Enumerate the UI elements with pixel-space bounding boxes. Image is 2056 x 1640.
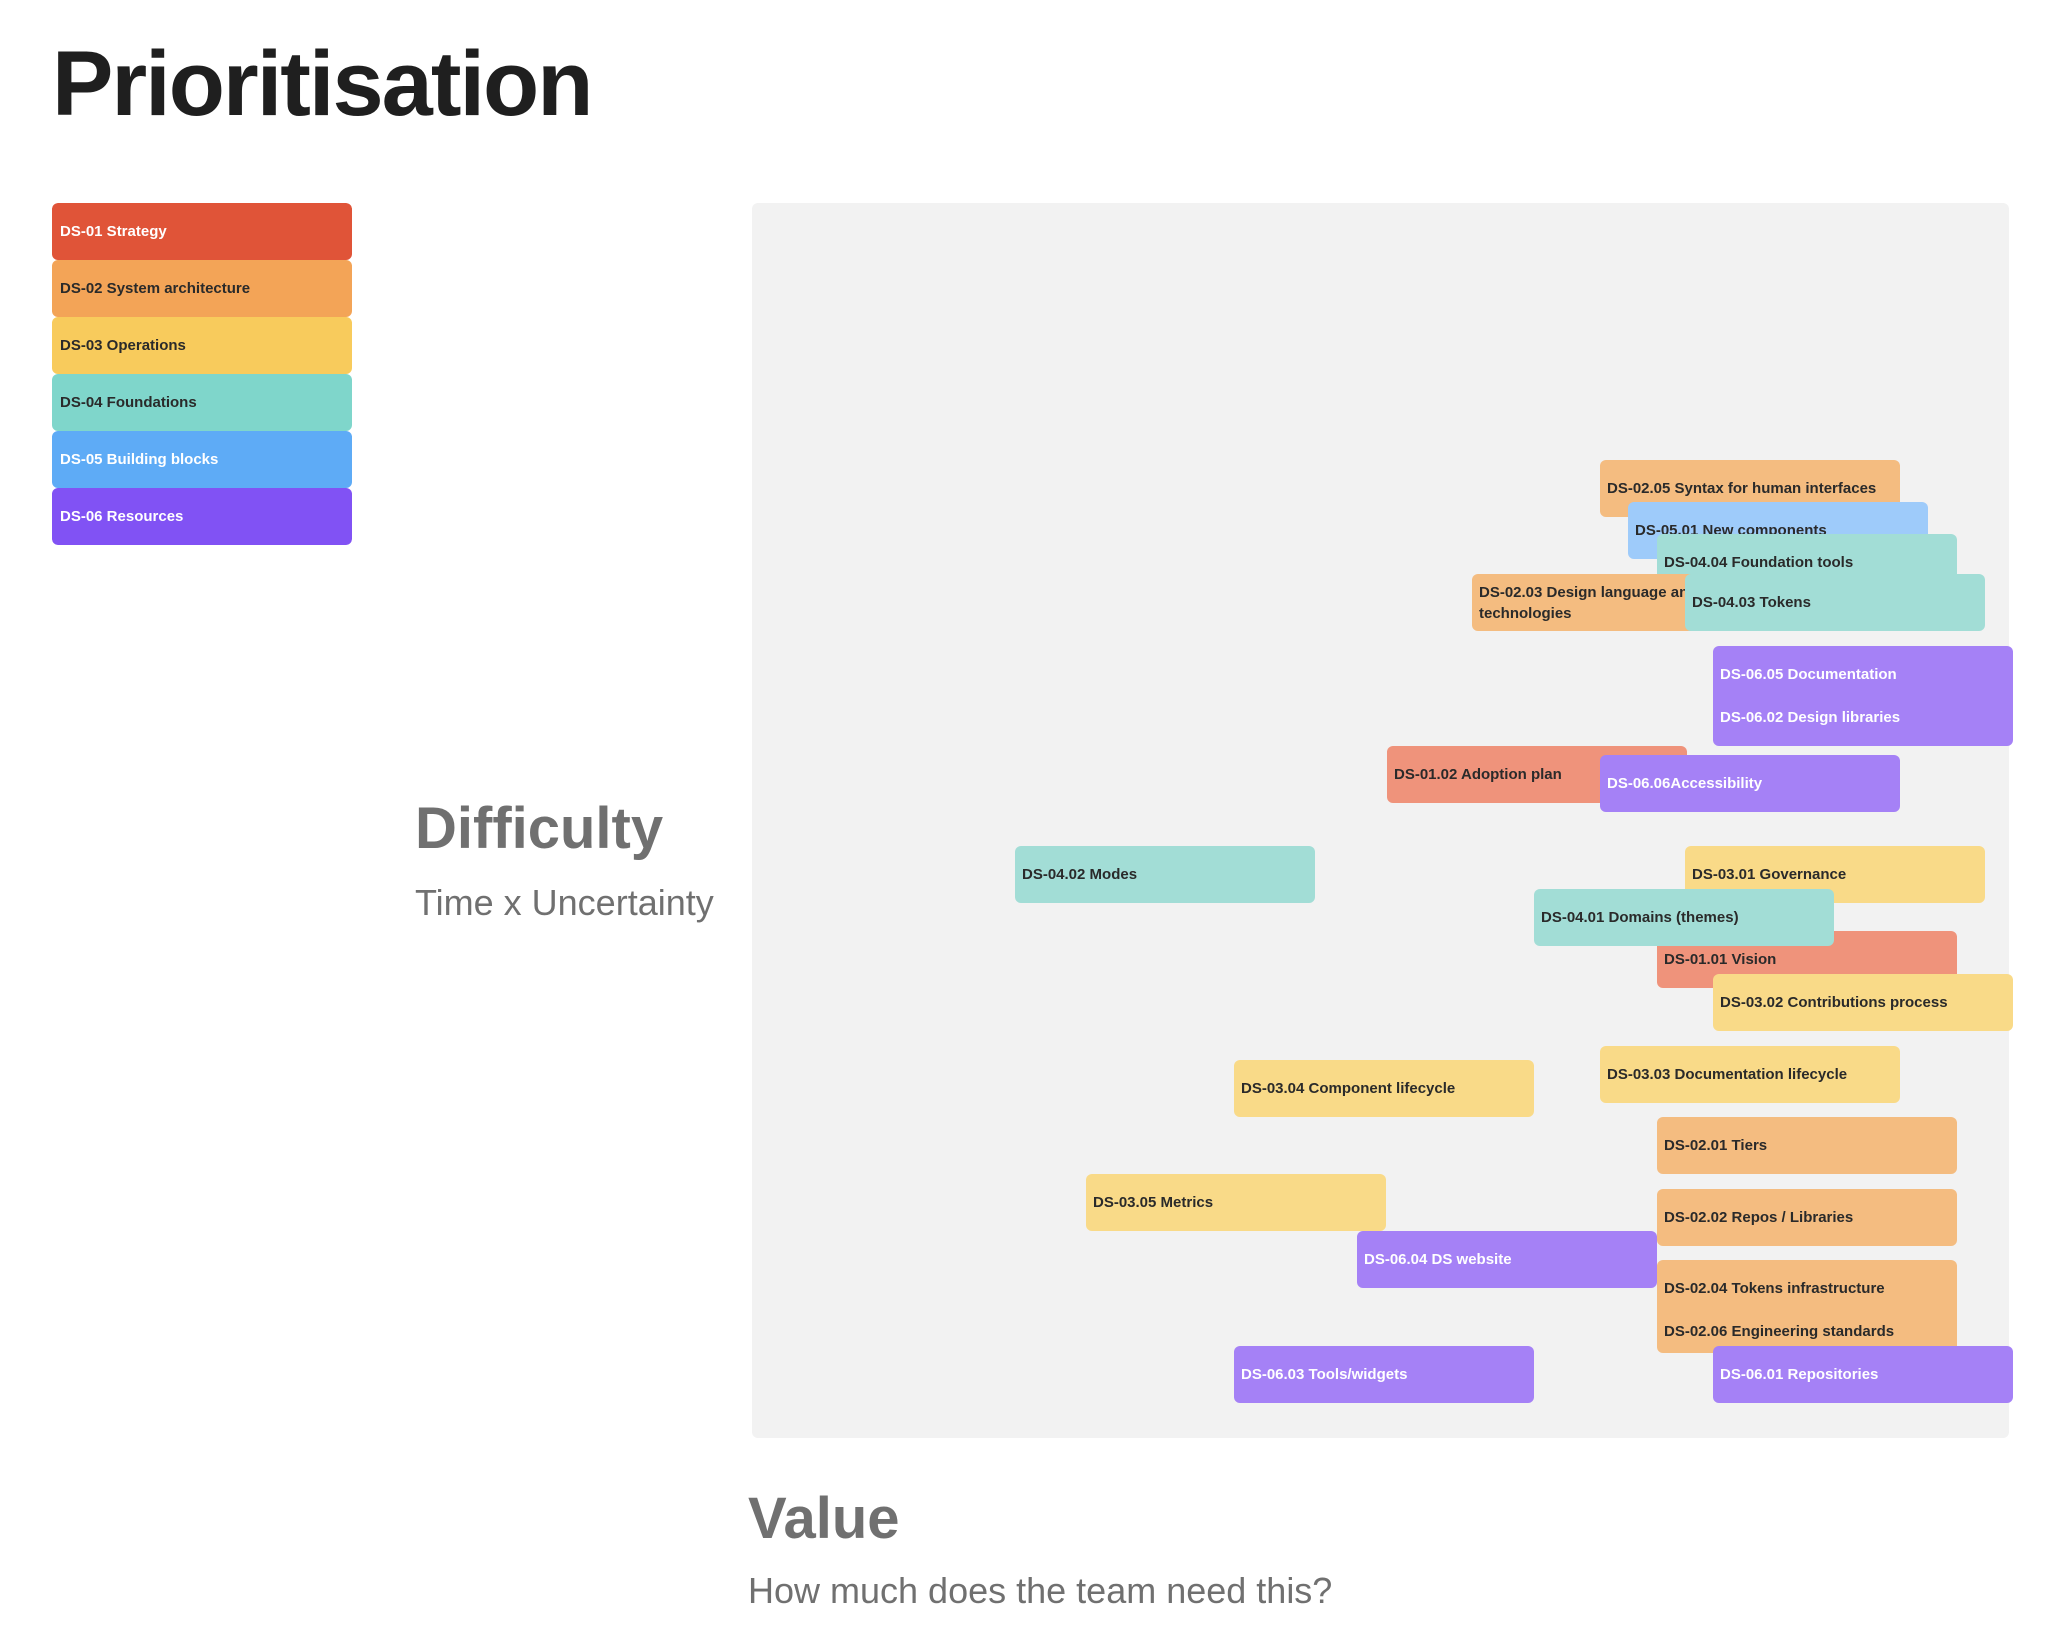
value-axis-title: Value bbox=[748, 1486, 900, 1551]
sticky-note-label: DS-02.01 Tiers bbox=[1664, 1137, 1768, 1154]
sticky-note-label: DS-06.02 Design libraries bbox=[1720, 709, 1901, 726]
sticky-note-label: DS-02.06 Engineering standards bbox=[1664, 1323, 1895, 1340]
sticky-note-label: DS-03.04 Component lifecycle bbox=[1241, 1080, 1456, 1097]
sticky-note[interactable]: DS-06.03 Tools/widgets bbox=[1234, 1346, 1534, 1403]
sticky-note-label: DS-04.04 Foundation tools bbox=[1664, 554, 1854, 571]
sticky-note[interactable]: DS-06.06Accessibility bbox=[1600, 755, 1900, 812]
legend-item-foundations[interactable]: DS-04 Foundations bbox=[52, 374, 352, 431]
legend-item-resources[interactable]: DS-06 Resources bbox=[52, 488, 352, 545]
sticky-note[interactable]: DS-04.03 Tokens bbox=[1685, 574, 1985, 631]
sticky-note-label: DS-02.04 Tokens infrastructure bbox=[1664, 1280, 1885, 1297]
sticky-note[interactable]: DS-02.01 Tiers bbox=[1657, 1117, 1957, 1174]
sticky-note[interactable]: DS-02.04 Tokens infrastructure DS-02.06 E… bbox=[1657, 1260, 1957, 1353]
value-axis-subtitle: How much does the team need this? bbox=[748, 1570, 1333, 1611]
sticky-note[interactable]: DS-03.05 Metrics bbox=[1086, 1174, 1386, 1231]
legend: DS-01 Strategy DS-02 System architecture… bbox=[52, 203, 352, 545]
sticky-note-label: DS-02.02 Repos / Libraries bbox=[1664, 1209, 1854, 1226]
legend-item-building-blocks[interactable]: DS-05 Building blocks bbox=[52, 431, 352, 488]
sticky-note-label: DS-02.05 Syntax for human interfaces bbox=[1607, 480, 1877, 497]
sticky-note-label: DS-04.03 Tokens bbox=[1692, 594, 1811, 611]
legend-item-operations[interactable]: DS-03 Operations bbox=[52, 317, 352, 374]
sticky-note-label: DS-03.02 Contributions process bbox=[1720, 994, 1948, 1011]
sticky-note-label: DS-06.01 Repositories bbox=[1720, 1366, 1879, 1383]
prioritisation-board[interactable]: DS-02.05 Syntax for human interfaces DS-0… bbox=[752, 203, 2013, 1438]
sticky-note[interactable]: DS-06.01 Repositories bbox=[1713, 1346, 2013, 1403]
sticky-note-label: DS-04.01 Domains (themes) bbox=[1541, 909, 1739, 926]
sticky-note-label: DS-04.02 Modes bbox=[1022, 866, 1138, 883]
sticky-note-label: DS-02.03 Design language and bbox=[1479, 584, 1698, 601]
sticky-note[interactable]: DS-06.05 Documentation DS-06.02 Design li… bbox=[1713, 646, 2013, 746]
page-title: Prioritisation bbox=[52, 33, 593, 135]
sticky-note-label: DS-06.05 Documentation bbox=[1720, 666, 1897, 683]
sticky-note-label: DS-06.04 DS website bbox=[1364, 1251, 1512, 1268]
legend-item-system-architecture[interactable]: DS-02 System architecture bbox=[52, 260, 352, 317]
sticky-note-label: technologies bbox=[1479, 605, 1572, 622]
sticky-note-label: DS-06.03 Tools/widgets bbox=[1241, 1366, 1408, 1383]
sticky-note-label: DS-06.06Accessibility bbox=[1607, 775, 1763, 792]
sticky-note[interactable]: DS-04.01 Domains (themes) bbox=[1534, 889, 1834, 946]
sticky-note[interactable]: DS-03.03 Documentation lifecycle bbox=[1600, 1046, 1900, 1103]
difficulty-axis-title: Difficulty bbox=[415, 796, 664, 861]
sticky-note[interactable]: DS-02.02 Repos / Libraries bbox=[1657, 1189, 1957, 1246]
sticky-note-label: DS-03.03 Documentation lifecycle bbox=[1607, 1066, 1848, 1083]
sticky-note[interactable]: DS-03.02 Contributions process bbox=[1713, 974, 2013, 1031]
sticky-note[interactable]: DS-04.02 Modes bbox=[1015, 846, 1315, 903]
difficulty-axis-subtitle: Time x Uncertainty bbox=[415, 882, 714, 923]
sticky-note[interactable]: DS-03.04 Component lifecycle bbox=[1234, 1060, 1534, 1117]
sticky-note[interactable]: DS-03.01 Governance bbox=[1685, 846, 1985, 903]
sticky-note-label: DS-01.01 Vision bbox=[1664, 951, 1777, 968]
sticky-note-label: DS-03.05 Metrics bbox=[1093, 1194, 1214, 1211]
sticky-note-label: DS-01.02 Adoption plan bbox=[1394, 766, 1562, 783]
sticky-note-label: DS-03.01 Governance bbox=[1692, 866, 1847, 883]
sticky-note[interactable]: DS-06.04 DS website bbox=[1357, 1231, 1657, 1288]
legend-item-strategy[interactable]: DS-01 Strategy bbox=[52, 203, 352, 260]
